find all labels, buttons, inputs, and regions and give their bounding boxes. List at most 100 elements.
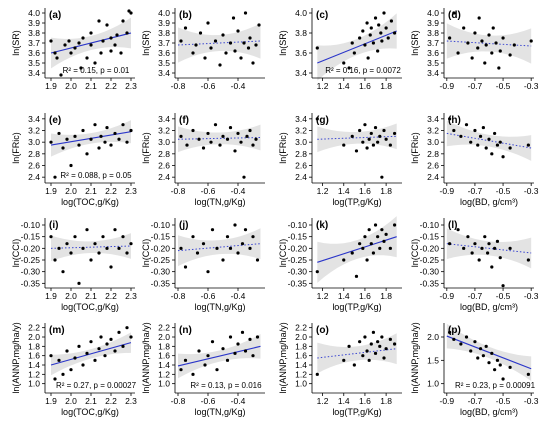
x-tick-label: 1.8 (380, 291, 392, 301)
y-tick-label: -0.35 (21, 278, 41, 288)
data-point (342, 258, 346, 262)
data-point (203, 363, 207, 367)
data-point (97, 146, 101, 150)
y-tick-label: -0.30 (151, 267, 171, 277)
y-axis-title: ln(SR) (278, 30, 288, 56)
data-point (352, 51, 356, 55)
data-point (498, 256, 502, 260)
data-point (233, 351, 237, 355)
panel-label: (k) (316, 220, 328, 231)
data-point (251, 354, 255, 358)
data-point (125, 31, 129, 35)
data-point (213, 123, 218, 127)
data-point (225, 137, 230, 141)
data-point (371, 41, 376, 45)
x-tick-label: 1.4 (338, 396, 350, 406)
data-point (228, 41, 233, 45)
data-point (350, 134, 354, 138)
y-tick-label: -0.15 (21, 232, 41, 242)
y-axis-title: ln(ANNP,mg/ha/y) (11, 322, 21, 393)
y-tick-label: 3.9 (158, 18, 170, 28)
data-point (501, 377, 505, 381)
data-point (231, 16, 236, 20)
data-point (53, 175, 57, 179)
data-point (53, 51, 57, 55)
y-tick-label: 3.4 (295, 68, 307, 78)
confidence-band (178, 228, 261, 267)
panel-l: -0.9 -0.7 -0.5 -0.3-0.35-0.30-0.25-0.20-0.1… (410, 218, 539, 312)
data-point (49, 140, 53, 144)
data-point (243, 349, 248, 353)
x-tick-label: -0.3 (524, 396, 539, 406)
data-point (462, 246, 466, 250)
panel-label: (j) (179, 220, 188, 231)
data-point (363, 235, 367, 239)
x-tick-label: 1.6 (359, 291, 371, 301)
data-point (85, 228, 89, 232)
data-point (508, 246, 512, 250)
data-point (495, 143, 500, 147)
data-point (89, 137, 93, 141)
data-point (464, 335, 469, 339)
x-axis-title: log(TP,g/Kg) (332, 407, 381, 417)
panel-label: (m) (49, 325, 65, 336)
data-point (363, 43, 367, 47)
data-point (315, 46, 319, 50)
data-point (53, 258, 57, 262)
data-point (81, 36, 85, 40)
y-tick-label: -0.25 (21, 255, 41, 265)
data-point (233, 149, 237, 153)
x-tick-label: 1.8 (380, 396, 392, 406)
data-point (508, 53, 512, 57)
y-tick-label: 1.0 (427, 379, 439, 389)
y-tick-label: -0.20 (288, 243, 308, 253)
data-point (529, 39, 533, 43)
x-tick-label: -0.7 (468, 81, 483, 91)
x-tick-label: 1.4 (338, 291, 350, 301)
data-point (240, 242, 245, 246)
panel-label: (f) (179, 115, 189, 126)
data-point (209, 140, 213, 144)
x-tick-label: -0.8 (171, 81, 186, 91)
x-tick-label: -0.9 (439, 291, 454, 301)
data-point (464, 123, 469, 127)
data-point (384, 232, 388, 236)
data-point (117, 330, 121, 334)
data-point (239, 140, 243, 144)
regression-line (317, 135, 397, 140)
y-tick-label: 3.5 (28, 58, 40, 68)
data-point (481, 125, 485, 130)
x-tick-label: 1.9 (45, 291, 57, 301)
data-point (251, 235, 255, 239)
data-point (248, 246, 252, 250)
y-tick-label: 3.4 (427, 114, 439, 124)
panel-label: (p) (448, 325, 461, 336)
data-point (113, 131, 117, 136)
x-tick-label: -0.8 (171, 186, 186, 196)
data-point (55, 56, 59, 60)
data-point (392, 223, 397, 227)
data-point (49, 235, 53, 239)
data-point (371, 251, 376, 255)
data-point (61, 270, 65, 274)
y-tick-label: 3.4 (158, 114, 170, 124)
x-axis-title: log(BD, g/cm³) (460, 197, 518, 207)
y-tick-label: 1.4 (158, 360, 170, 370)
panel-m: 1.9 2.0 2.1 2.2 2.31.01.21.41.61.82.02.2ln(A… (11, 322, 137, 417)
data-point (65, 137, 69, 141)
data-point (483, 61, 487, 65)
data-point (218, 143, 222, 147)
y-tick-label: 2.0 (427, 332, 439, 342)
data-point (236, 342, 240, 346)
data-point (485, 251, 490, 255)
data-point (248, 128, 252, 133)
y-tick-label: 1.8 (295, 341, 307, 351)
data-point (65, 349, 69, 353)
x-tick-label: 2.1 (85, 81, 97, 91)
panel-k: 1.2 1.4 1.6 1.8 -0.35-0.30 -0.25 -0.20-0.15 -0.… (278, 216, 402, 312)
data-point (490, 351, 494, 355)
y-tick-label: 2.2 (158, 323, 170, 333)
y-axis-title: ln(SR) (141, 30, 151, 56)
data-point (255, 258, 260, 262)
data-point (125, 326, 129, 330)
